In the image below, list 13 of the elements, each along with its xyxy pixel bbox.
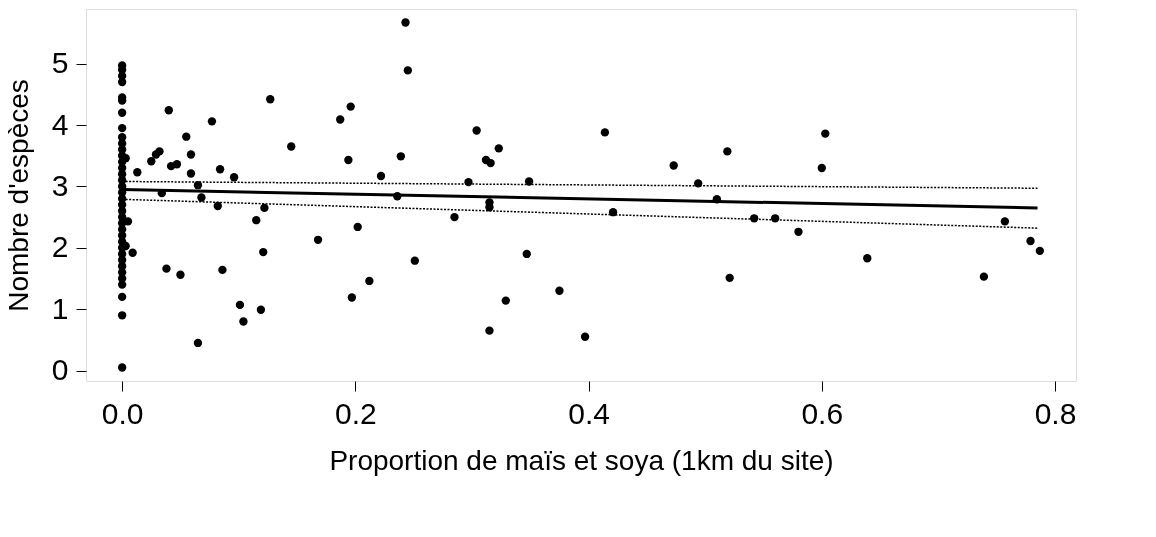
y-tick-label: 0 [51, 353, 69, 387]
x-tick-label: 0.4 [568, 396, 610, 430]
x-axis-title: Proportion de maïs et soya (1km du site) [329, 444, 834, 476]
y-tick-label: 5 [51, 46, 69, 80]
y-tick-label: 2 [51, 230, 69, 264]
x-tick-label: 0.8 [1034, 396, 1077, 430]
y-tick-label: 4 [51, 107, 69, 141]
x-tick-label: 0.0 [101, 396, 144, 430]
y-tick-label: 1 [51, 291, 69, 325]
y-axis-title: Nombre d'espèces [2, 79, 34, 312]
x-tick-label: 0.2 [335, 396, 377, 430]
y-tick-label: 3 [51, 168, 69, 202]
x-tick-label: 0.6 [801, 396, 844, 430]
